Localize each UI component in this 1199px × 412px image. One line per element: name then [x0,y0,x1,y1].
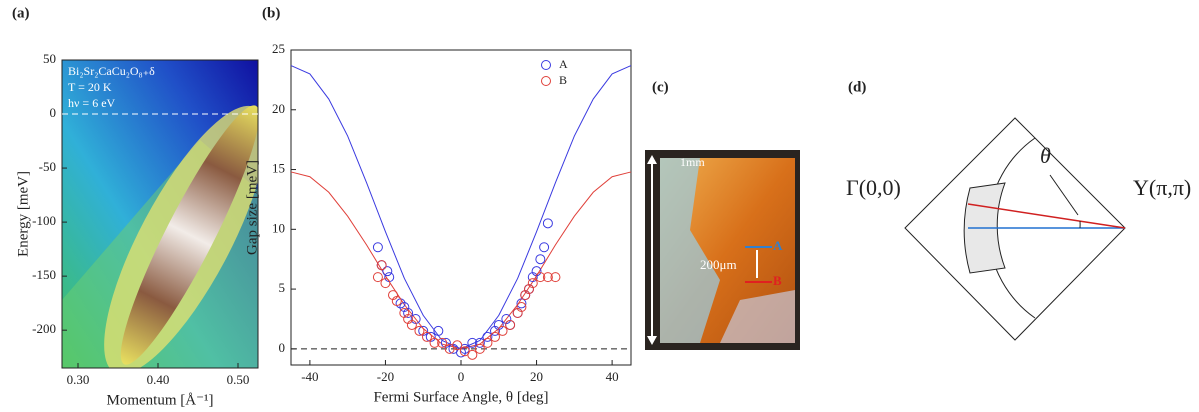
data-point [433,325,444,336]
data-point [539,242,550,253]
data-point [490,331,500,342]
data-point [399,302,410,313]
panel-label: (c) [652,79,669,95]
data-point [542,272,553,283]
data-point [467,337,478,348]
diagram [904,117,1126,341]
x-tick-label: 0 [458,369,465,384]
fit-line [290,65,632,350]
x-axis-label: Momentum [Å⁻¹] [107,392,214,408]
annotation: hν = 6 eV [68,96,116,110]
data-point [550,272,561,283]
y-tick-label: 0 [50,105,57,120]
y-axis-label: Energy [meV] [15,171,31,257]
data-point [512,307,523,318]
data-point [437,337,448,348]
spacing-label: 200μm [700,257,737,272]
data-point [516,298,527,309]
data-point [418,325,429,336]
data-point [391,296,402,307]
x-tick-label: 40 [606,369,619,384]
data-point [474,343,485,354]
data-point [516,302,527,313]
legend-marker [541,76,551,86]
data-point [422,331,432,342]
scale-label: 1mm [680,155,705,169]
point-label: B [773,273,782,288]
point-label: Y(π,π) [1133,175,1191,200]
y-tick-label: 15 [272,161,285,176]
y-tick-label: 5 [279,280,286,295]
data-point [403,307,414,318]
y-tick-label: -50 [39,159,56,174]
y-tick-label: -100 [32,213,56,228]
angle-label: θ [1040,143,1051,168]
data-point [452,340,463,351]
photo [645,150,800,350]
data-point [474,337,485,348]
data-point [493,319,504,330]
data-point [482,337,493,348]
data-point [527,272,538,283]
point-label: A [773,238,783,253]
panel-label: (d) [848,79,866,95]
data-point [414,325,425,336]
plot-frame [290,49,632,366]
x-tick-label: 20 [530,369,543,384]
data-point [501,313,512,324]
data-point [429,337,440,348]
data-point [505,319,516,330]
data-point [425,331,436,342]
x-tick-label: -20 [377,369,394,384]
panel-label: (a) [12,5,30,21]
legend-marker [541,60,551,70]
data-point [380,278,391,289]
x-tick-label: -40 [301,369,318,384]
data-point [531,266,542,277]
x-tick-label: 0.40 [147,372,170,387]
data-point [399,307,410,318]
point-label: Γ(0,0) [846,175,901,200]
annotation: T = 20 K [68,80,112,94]
data-point [527,278,538,289]
data-point [376,260,387,271]
data-point [482,331,493,342]
data-point [403,313,414,324]
data-point [490,325,500,336]
legend-label: A [559,57,568,71]
y-tick-label: 50 [43,51,56,66]
heatmap [62,60,258,368]
panel-label: (b) [262,5,280,21]
data-point [535,254,546,265]
y-tick-label: 0 [279,340,286,355]
annotation: Bi₂Sr₂CaCu₂O₈₊δ [68,64,155,78]
y-tick-label: 20 [272,101,285,116]
data-point [535,272,546,283]
data-point [497,325,508,336]
data-point [388,290,398,301]
y-tick-label: 10 [272,220,285,235]
data-point [520,290,531,301]
x-tick-label: 0.30 [67,372,90,387]
data-point [542,218,553,229]
data-point [440,337,451,348]
data-point [384,272,395,283]
data-point [524,284,534,295]
legend-label: B [559,73,567,87]
x-axis-label: Fermi Surface Angle, θ [deg] [373,389,548,405]
fit-line [290,171,632,350]
y-tick-label: -150 [32,267,56,282]
data-point [410,313,421,324]
y-axis-label: Gap size [meV] [244,160,260,255]
plot-frame [61,59,259,369]
x-tick-label: 0.50 [227,372,250,387]
y-tick-label: -200 [32,321,56,336]
data-point [406,319,417,330]
data-point [372,242,383,253]
data-point [382,266,393,277]
y-tick-label: 25 [272,41,285,56]
data-point [372,272,383,283]
data-point [467,349,478,360]
